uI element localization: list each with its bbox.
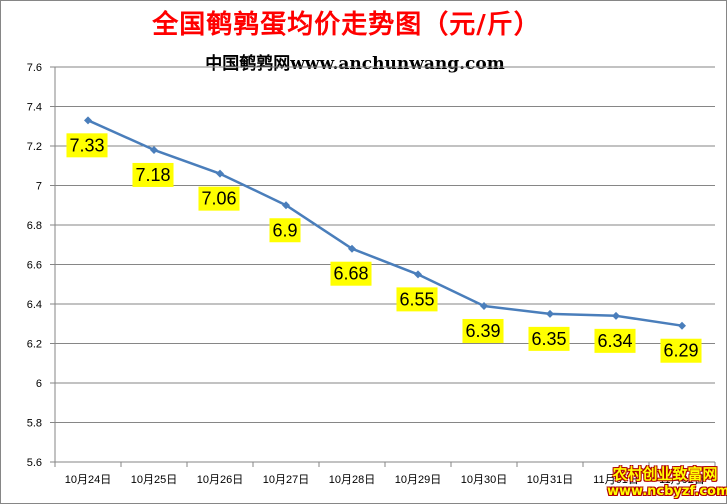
data-label-text: 6.34: [597, 331, 632, 351]
data-label-background: [660, 338, 702, 363]
data-label-background: [269, 218, 301, 243]
x-tick-label: 10月29日: [395, 474, 441, 486]
y-tick-label: 6.8: [27, 220, 42, 232]
data-label: 6.34: [594, 328, 636, 353]
data-label-text: 6.55: [399, 289, 434, 309]
series-line: [84, 116, 686, 330]
data-label-background: [396, 287, 438, 312]
data-label-background: [330, 261, 372, 286]
data-label: 6.55: [396, 287, 438, 312]
data-label: 6.39: [462, 318, 504, 343]
data-label-background: [66, 133, 108, 158]
watermark-line1: 农村创业致富网: [612, 465, 718, 483]
data-label-text: 6.9: [272, 220, 297, 240]
x-axis-tick-labels: 10月24日 10月25日 10月26日 10月27日 10月28日 10月29日 10月3…: [65, 474, 705, 486]
data-label-text: 6.39: [465, 321, 500, 341]
data-label-text: 7.33: [69, 135, 104, 155]
chart-title: 全国鹌鹑蛋均价走势图（元/斤）: [152, 10, 541, 40]
axes: [50, 66, 716, 467]
data-label-background: [528, 326, 570, 351]
data-point-marker: [678, 321, 686, 330]
data-labels: 7.33 7.18 7.06 6.9 6.68 6.55 6.39 6.35 6.34 6.29: [66, 133, 702, 363]
y-tick-label: 6.6: [27, 260, 42, 272]
x-tick-label: 10月30日: [461, 474, 507, 486]
data-label: 6.9: [269, 218, 301, 243]
data-label-background: [132, 162, 174, 187]
data-label-background: [462, 318, 504, 343]
x-tick-label: 10月27日: [263, 474, 309, 486]
y-tick-label: 7.6: [27, 62, 42, 74]
data-point-marker: [546, 309, 554, 318]
gridlines: [55, 66, 715, 463]
data-label: 6.35: [528, 326, 570, 351]
data-point-marker: [612, 311, 620, 320]
x-tick-label: 10月31日: [527, 474, 573, 486]
y-tick-label: 5.6: [27, 457, 42, 469]
data-label-background: [594, 328, 636, 353]
data-label-text: 6.35: [531, 329, 566, 349]
data-label: 7.33: [66, 133, 108, 158]
x-tick-label: 10月28日: [329, 474, 375, 486]
data-label-text: 6.68: [333, 264, 368, 284]
data-label-background: [198, 186, 240, 211]
x-tick-label: 10月25日: [131, 474, 177, 486]
chart-subtitle: 中国鹌鹑网www.anchunwang.com: [205, 54, 505, 74]
data-point-marker: [216, 169, 224, 178]
data-label-text: 7.06: [201, 189, 236, 209]
y-tick-label: 5.8: [27, 418, 42, 430]
data-label: 7.06: [198, 186, 240, 211]
y-tick-label: 7.2: [27, 141, 42, 153]
y-tick-label: 6.4: [27, 299, 42, 311]
data-point-marker: [480, 301, 488, 310]
data-label: 7.18: [132, 162, 174, 187]
y-tick-label: 6.2: [27, 339, 42, 351]
x-tick-label: 10月24日: [65, 474, 111, 486]
data-label: 6.68: [330, 261, 372, 286]
data-point-marker: [282, 201, 290, 210]
data-point-marker: [348, 244, 356, 253]
series-polyline: [87, 119, 683, 327]
x-tick-label: 11月02日: [659, 474, 705, 486]
y-tick-label: 7: [36, 181, 42, 193]
data-point-marker: [84, 116, 92, 125]
watermark-line2: www.ncbyzf.com: [607, 484, 727, 499]
data-point-marker: [150, 145, 158, 154]
data-point-marker: [414, 270, 422, 279]
y-axis-tick-labels: 5.6 5.8 6 6.2 6.4 6.6 6.8 7 7.2 7.4 7.6: [27, 62, 42, 469]
data-label-text: 6.29: [663, 341, 698, 361]
data-label: 6.29: [660, 338, 702, 363]
watermark: 农村创业致富网 www.ncbyzf.com: [607, 465, 727, 502]
x-tick-label: 10月26日: [197, 474, 243, 486]
x-tick-label: 11月01日: [593, 474, 639, 486]
data-label-text: 7.18: [135, 165, 170, 185]
y-tick-label: 7.4: [27, 102, 42, 114]
y-tick-label: 6: [36, 378, 42, 390]
